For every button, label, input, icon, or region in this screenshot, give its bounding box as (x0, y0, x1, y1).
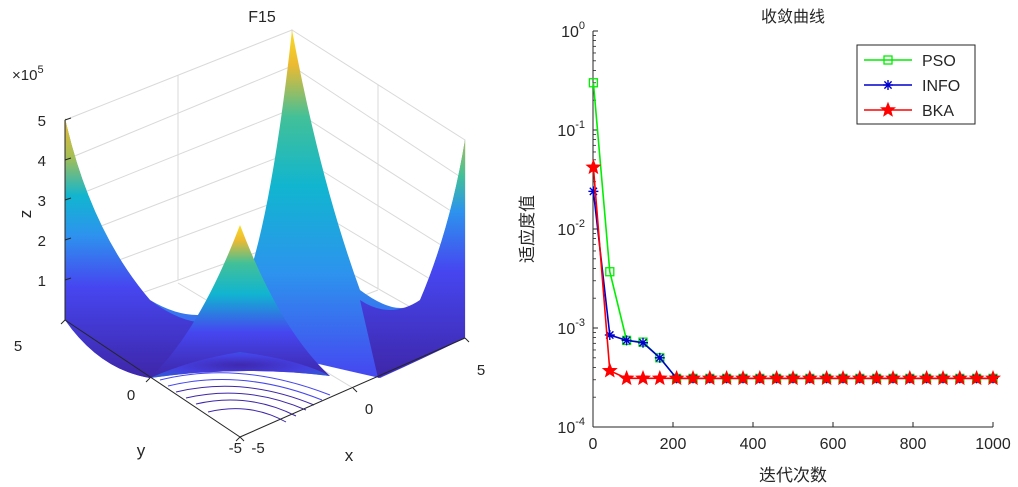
z-tick-label: 1 (38, 273, 46, 290)
axes-edges (64, 120, 466, 438)
data-point (951, 369, 968, 386)
x-ticks: 0 200 400 600 800 1000 (589, 422, 1011, 453)
data-point (638, 337, 648, 348)
data-point (801, 369, 818, 386)
data-point (768, 369, 785, 386)
y-tick-label: 10-4 (557, 416, 585, 437)
series-layer (585, 78, 1001, 386)
y-tick-labels: 5 0 -5 (14, 338, 242, 457)
data-point (618, 369, 635, 386)
data-point (835, 369, 851, 386)
y-axis-label: y (137, 441, 146, 460)
x-tick-label: 5 (477, 362, 485, 379)
y-tick-label: 100 (561, 20, 585, 41)
legend-item-pso: PSO (864, 53, 956, 70)
y-tick-label: 5 (14, 338, 22, 355)
x-tick-label: 0 (589, 436, 598, 453)
legend-label: INFO (922, 78, 960, 95)
data-point (605, 267, 615, 277)
x-tick-label: 0 (365, 401, 373, 418)
convergence-plot: 收敛曲线 迭代次数 适应度值 0 200 400 600 800 1000 100 10-1… (518, 7, 1011, 486)
surface-mesh (65, 30, 465, 378)
data-point (635, 369, 651, 386)
x-tick-label: -5 (251, 440, 264, 457)
data-point (621, 335, 632, 346)
legend-item-info: INFO (864, 78, 960, 95)
data-point (651, 369, 668, 386)
data-point (585, 158, 602, 175)
z-tick-label: 4 (38, 153, 46, 170)
z-exponent-label: ×105 (12, 64, 44, 84)
y-tick-label: -5 (229, 440, 242, 457)
series-bka (585, 158, 1001, 386)
x-tick-label: 200 (660, 436, 687, 453)
y-tick-label: 10-2 (557, 218, 585, 239)
data-point (735, 369, 751, 386)
tick-marks (60, 117, 470, 442)
x-tick-label: 600 (820, 436, 847, 453)
legend-item-bka: BKA (864, 101, 954, 120)
data-point (868, 369, 885, 386)
legend-marker (880, 101, 896, 117)
surface-plot: F15 ×105 1 2 3 4 5 z 5 0 -5 y -5 0 5 x (12, 9, 485, 465)
y-axis-label: 适应度值 (518, 195, 538, 263)
legend-marker (883, 80, 893, 90)
z-axis-label: z (16, 210, 35, 219)
z-tick-labels: 1 2 3 4 5 (38, 113, 46, 290)
y-ticks: 100 10-1 10-2 10-3 10-4 (557, 20, 598, 437)
data-point (968, 369, 985, 386)
x-tick-label: 400 (740, 436, 767, 453)
data-point (588, 186, 599, 197)
data-point (935, 369, 951, 386)
data-point (751, 369, 768, 386)
data-point (818, 369, 835, 386)
legend-label: BKA (922, 103, 954, 120)
data-point (918, 369, 935, 386)
data-point (668, 369, 685, 386)
data-point (601, 362, 618, 378)
data-point (654, 352, 665, 363)
legend-marker (883, 55, 893, 65)
data-point (985, 369, 1001, 386)
data-point (718, 369, 735, 386)
x-tick-label: 1000 (975, 436, 1011, 453)
y-tick-label: 0 (127, 387, 135, 404)
legend: PSO INFO BKA (856, 44, 976, 125)
surface-title: F15 (248, 9, 276, 26)
axes-grid-3d (63, 29, 467, 438)
chart-title: 收敛曲线 (761, 7, 825, 26)
x-tick-label: 800 (900, 436, 927, 453)
y-tick-label: 10-1 (557, 119, 585, 140)
z-tick-label: 2 (38, 233, 46, 250)
legend-label: PSO (922, 53, 956, 70)
z-tick-label: 3 (38, 193, 46, 210)
data-point (588, 78, 599, 88)
z-tick-label: 5 (38, 113, 46, 130)
x-axis-label: x (345, 446, 354, 465)
data-point (701, 369, 718, 386)
data-point (901, 369, 918, 386)
data-point (885, 369, 901, 386)
y-tick-label: 10-3 (557, 317, 585, 338)
x-tick-labels: -5 0 5 (251, 362, 485, 457)
data-point (785, 369, 801, 386)
data-point (685, 369, 701, 386)
x-axis-label: 迭代次数 (759, 466, 827, 486)
data-point (851, 369, 868, 386)
